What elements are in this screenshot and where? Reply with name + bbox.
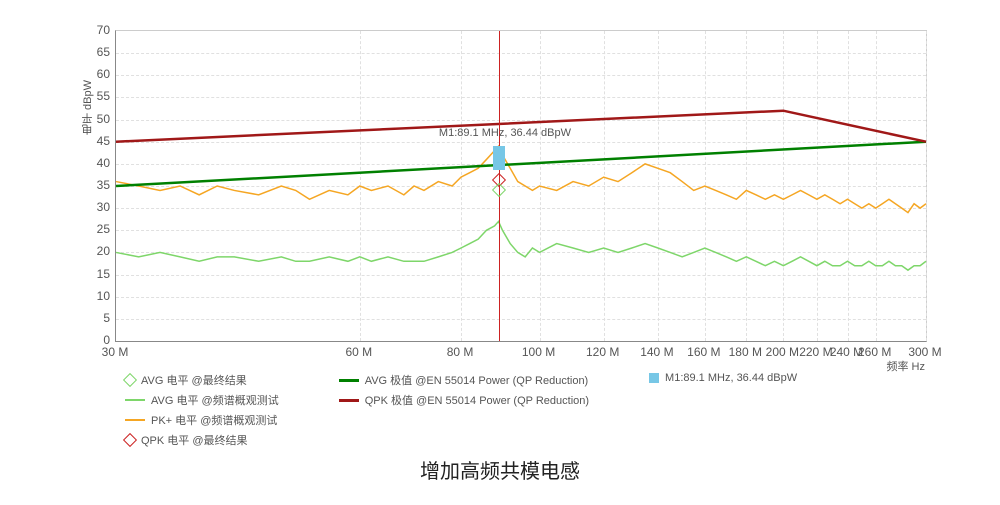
traces-svg <box>116 31 926 341</box>
xtick-label: 100 M <box>522 345 555 359</box>
line-swatch <box>339 379 359 382</box>
legend-label: QPK 极值 @EN 55014 Power (QP Reduction) <box>365 392 589 408</box>
ytick-label: 20 <box>97 244 110 258</box>
emc-chart-container: 电平 dBpW 频率 Hz M1:89.1 MHz, 36.44 dBpW AV… <box>0 0 1000 505</box>
xtick-label: 30 M <box>102 345 129 359</box>
legend-label: PK+ 电平 @频谱概观测试 <box>151 412 277 428</box>
legend-label: AVG 极值 @EN 55014 Power (QP Reduction) <box>365 372 589 388</box>
legend-pk-scan: PK+ 电平 @频谱概观测试 <box>125 412 279 428</box>
xtick-label: 80 M <box>447 345 474 359</box>
legend: AVG 电平 @最终结果 AVG 电平 @频谱概观测试 PK+ 电平 @频谱概观… <box>125 372 797 448</box>
plot-area: M1:89.1 MHz, 36.44 dBpW <box>115 30 927 342</box>
xtick-label: 60 M <box>345 345 372 359</box>
marker-icon <box>649 373 659 383</box>
legend-col-2: AVG 极值 @EN 55014 Power (QP Reduction) QP… <box>339 372 589 448</box>
xtick-label: 200 M <box>766 345 799 359</box>
legend-label: M1:89.1 MHz, 36.44 dBpW <box>665 372 797 384</box>
trace-avg <box>116 221 926 270</box>
legend-avg-limit: AVG 极值 @EN 55014 Power (QP Reduction) <box>339 372 589 388</box>
ytick-label: 50 <box>97 112 110 126</box>
ytick-label: 65 <box>97 45 110 59</box>
ytick-label: 45 <box>97 134 110 148</box>
diamond-icon <box>123 433 137 447</box>
legend-avg-scan: AVG 电平 @频谱概观测试 <box>125 392 279 408</box>
legend-label: AVG 电平 @最终结果 <box>141 372 247 388</box>
ytick-label: 55 <box>97 89 110 103</box>
marker-bar <box>493 146 505 170</box>
xtick-label: 120 M <box>586 345 619 359</box>
ytick-label: 60 <box>97 67 110 81</box>
xtick-label: 140 M <box>640 345 673 359</box>
legend-marker: M1:89.1 MHz, 36.44 dBpW <box>649 372 797 384</box>
gridline-v <box>926 31 927 341</box>
legend-label: AVG 电平 @频谱概观测试 <box>151 392 279 408</box>
legend-col-3: M1:89.1 MHz, 36.44 dBpW <box>649 372 797 448</box>
caption: 增加高频共模电感 <box>0 455 1000 484</box>
limit-avg <box>116 142 926 186</box>
line-swatch <box>125 419 145 421</box>
y-axis-label: 电平 dBpW <box>80 80 96 135</box>
ytick-label: 5 <box>103 311 110 325</box>
xtick-label: 220 M <box>799 345 832 359</box>
line-swatch <box>339 399 359 402</box>
marker-annotation: M1:89.1 MHz, 36.44 dBpW <box>439 127 571 139</box>
ytick-label: 15 <box>97 267 110 281</box>
xtick-label: 300 M <box>908 345 941 359</box>
legend-avg-final: AVG 电平 @最终结果 <box>125 372 279 388</box>
ytick-label: 25 <box>97 222 110 236</box>
legend-qpk-final: QPK 电平 @最终结果 <box>125 432 279 448</box>
ytick-label: 30 <box>97 200 110 214</box>
xtick-label: 160 M <box>687 345 720 359</box>
ytick-label: 40 <box>97 156 110 170</box>
x-axis-label: 频率 Hz <box>887 358 926 374</box>
legend-label: QPK 电平 @最终结果 <box>141 432 248 448</box>
ytick-label: 70 <box>97 23 110 37</box>
line-swatch <box>125 399 145 401</box>
ytick-label: 10 <box>97 289 110 303</box>
diamond-icon <box>123 373 137 387</box>
xtick-label: 260 M <box>858 345 891 359</box>
legend-col-1: AVG 电平 @最终结果 AVG 电平 @频谱概观测试 PK+ 电平 @频谱概观… <box>125 372 279 448</box>
ytick-label: 35 <box>97 178 110 192</box>
xtick-label: 180 M <box>729 345 762 359</box>
legend-qpk-limit: QPK 极值 @EN 55014 Power (QP Reduction) <box>339 392 589 408</box>
